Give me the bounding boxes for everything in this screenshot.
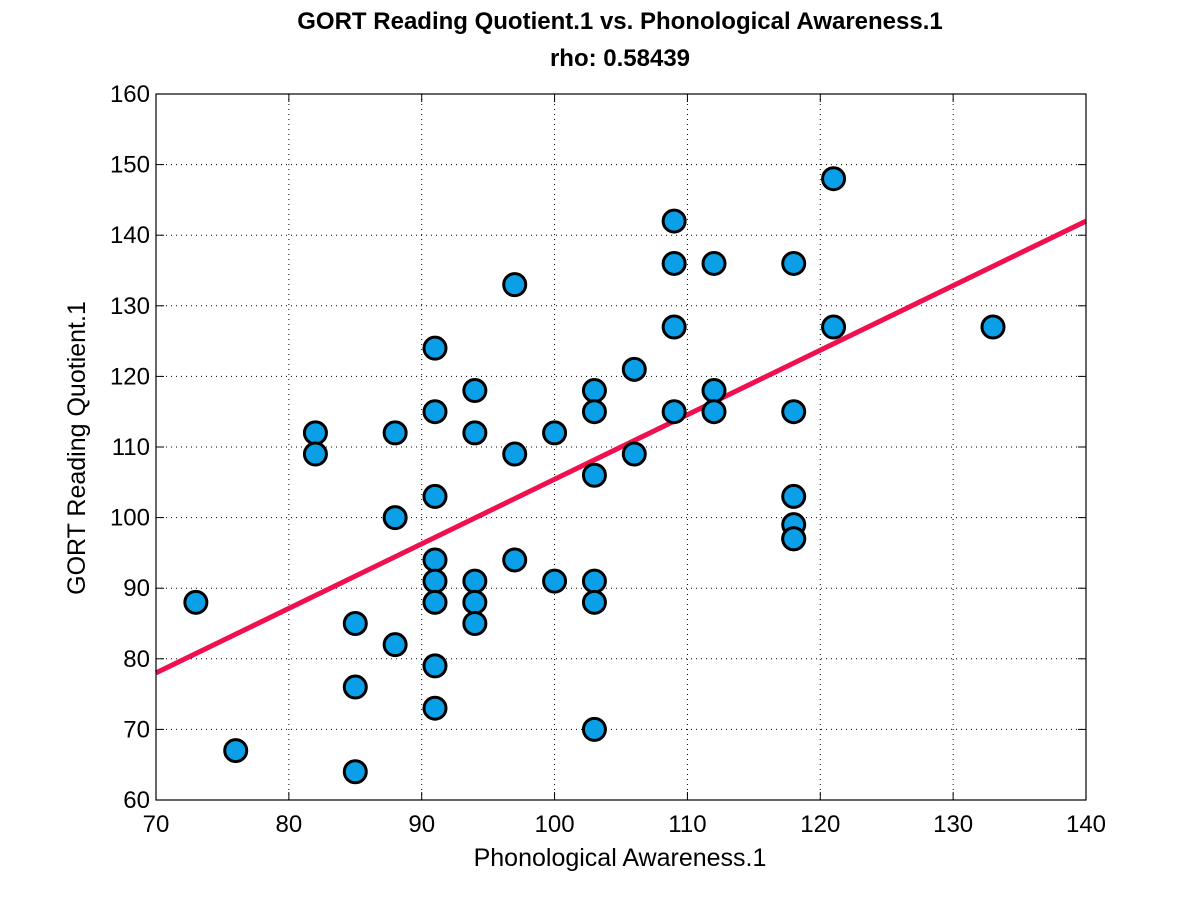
- data-point: [462, 611, 488, 636]
- plot-frame: [155, 93, 1087, 801]
- data-point: [462, 420, 488, 446]
- y-tick-label: 150: [110, 152, 150, 179]
- y-tick-label: 80: [123, 646, 150, 673]
- data-point: [621, 356, 647, 382]
- data-point: [781, 483, 807, 509]
- data-point: [542, 568, 568, 594]
- data-point: [462, 378, 488, 404]
- grid-lines: [156, 94, 1086, 800]
- y-axis-label: GORT Reading Quotient.1: [63, 301, 91, 595]
- data-point: [183, 589, 209, 615]
- data-point: [781, 250, 807, 276]
- data-point: [422, 589, 448, 615]
- data-point: [980, 314, 1006, 340]
- data-point: [302, 441, 328, 467]
- data-point: [422, 695, 448, 721]
- x-tick-label: 130: [933, 811, 973, 838]
- data-point: [542, 420, 568, 446]
- x-axis-label: Phonological Awareness.1: [474, 844, 767, 872]
- data-point: [302, 420, 328, 446]
- data-point: [422, 335, 448, 361]
- data-point: [621, 441, 647, 467]
- data-point: [581, 568, 607, 594]
- data-point: [502, 272, 528, 298]
- data-point: [223, 738, 249, 764]
- data-point: [422, 547, 448, 573]
- data-point: [382, 632, 408, 658]
- data-point: [821, 314, 847, 340]
- data-point: [701, 250, 727, 276]
- x-tick-label: 90: [408, 811, 435, 838]
- data-point: [581, 716, 607, 742]
- data-point: [661, 314, 687, 340]
- data-point: [661, 399, 687, 425]
- data-point: [382, 505, 408, 531]
- data-point: [342, 674, 368, 700]
- y-tick-label: 100: [110, 505, 150, 532]
- data-point: [661, 208, 687, 234]
- chart-subtitle: rho: 0.58439: [550, 45, 690, 72]
- data-point: [462, 568, 488, 594]
- data-point: [422, 568, 448, 594]
- data-point: [422, 399, 448, 425]
- x-tick-label: 120: [800, 811, 840, 838]
- data-point: [382, 420, 408, 446]
- y-tick-label: 90: [123, 575, 150, 602]
- y-tick-label: 60: [123, 787, 150, 814]
- x-tick-label: 140: [1066, 811, 1106, 838]
- data-point: [781, 526, 807, 552]
- y-tick-label: 140: [110, 222, 150, 249]
- x-tick-label: 80: [276, 811, 303, 838]
- data-point: [821, 166, 847, 192]
- data-point: [342, 759, 368, 785]
- data-point: [701, 378, 727, 404]
- regression-line: [154, 218, 1088, 676]
- data-point: [581, 399, 607, 425]
- data-point: [701, 399, 727, 425]
- data-point: [502, 441, 528, 467]
- data-point: [422, 483, 448, 509]
- chart-title: GORT Reading Quotient.1 vs. Phonological…: [297, 8, 942, 35]
- y-tick-label: 110: [112, 434, 150, 461]
- data-point: [581, 462, 607, 488]
- x-tick-label: 70: [143, 811, 170, 838]
- data-point: [661, 250, 687, 276]
- x-tick-label: 100: [535, 811, 575, 838]
- data-point: [422, 653, 448, 679]
- data-points: [183, 166, 1006, 785]
- y-tick-label: 130: [110, 293, 150, 320]
- data-point: [462, 589, 488, 615]
- y-tick-label: 70: [123, 716, 150, 743]
- data-point: [502, 547, 528, 573]
- x-tick-labels: 70 80 90 100 110 120 130 140: [143, 811, 1106, 838]
- data-point: [581, 378, 607, 404]
- y-tick-labels: 60 70 80 90 100 110 120 130 140 150 160: [110, 81, 150, 814]
- data-point: [581, 589, 607, 615]
- x-tick-label: 110: [668, 811, 706, 838]
- data-point: [781, 399, 807, 425]
- y-tick-label: 120: [110, 363, 150, 390]
- y-tick-label: 160: [110, 81, 150, 108]
- data-point: [342, 611, 368, 636]
